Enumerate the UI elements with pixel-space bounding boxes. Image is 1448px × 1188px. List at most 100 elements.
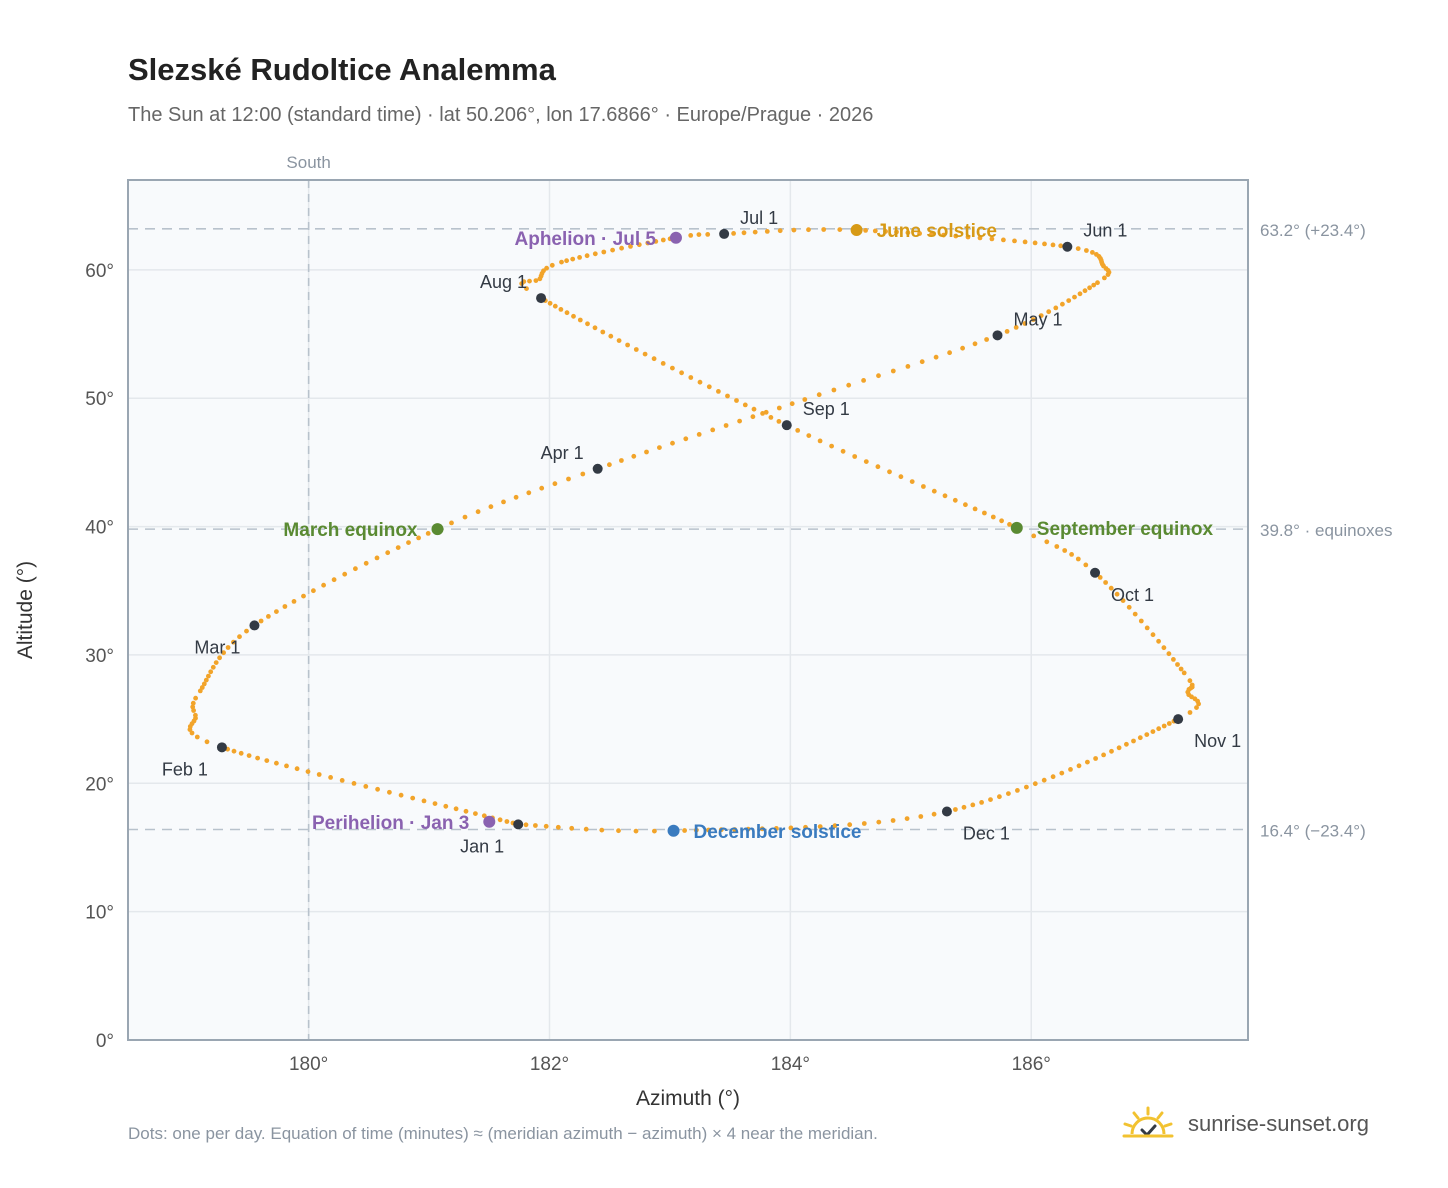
daily-dot [301, 593, 306, 599]
daily-dot [816, 392, 822, 398]
daily-dot [977, 235, 983, 241]
y-tick-label: 50° [85, 389, 114, 410]
daily-dot [1132, 611, 1138, 617]
y-tick-label: 0° [96, 1031, 114, 1052]
daily-dot [633, 828, 639, 834]
month-marker [1173, 714, 1184, 725]
daily-dot [999, 518, 1004, 524]
daily-dot [725, 393, 730, 399]
daily-dot [1066, 298, 1072, 303]
brand-name: sunrise-sunset.org [1188, 1111, 1369, 1136]
daily-dot [564, 258, 569, 264]
daily-dot [231, 639, 236, 645]
daily-dot [406, 540, 411, 545]
daily-dot [616, 338, 622, 343]
event-marker [483, 815, 496, 828]
daily-dot [1187, 710, 1193, 715]
daily-dot [577, 255, 582, 260]
daily-dot [837, 227, 843, 233]
daily-dot [1042, 241, 1047, 247]
event-label: Aphelion · Jul 5 [515, 229, 657, 250]
month-marker [992, 330, 1003, 341]
daily-dot [706, 827, 711, 833]
daily-dot [737, 418, 742, 424]
daily-dot [543, 823, 549, 829]
daily-dot [1161, 645, 1167, 651]
daily-dot [883, 229, 888, 234]
daily-dot [1156, 726, 1162, 732]
daily-dot [210, 664, 216, 670]
daily-dot [255, 755, 260, 761]
daily-dot [802, 397, 808, 402]
daily-dot [1114, 591, 1120, 597]
daily-dot [861, 378, 866, 383]
daily-dot [875, 464, 881, 470]
daily-dot [238, 750, 244, 756]
x-axis-title: Azimuth (°) [636, 1087, 740, 1110]
x-tick-label: 186° [1012, 1054, 1051, 1075]
daily-dot [1006, 791, 1011, 796]
reference-label: 16.4° (−23.4°) [1260, 821, 1366, 840]
month-label: Mar 1 [194, 637, 240, 657]
daily-dot [539, 485, 545, 491]
daily-dot [696, 232, 702, 238]
daily-dot [1131, 738, 1136, 744]
daily-dot [625, 342, 630, 348]
daily-dot [1126, 604, 1132, 610]
daily-dot [696, 432, 702, 437]
daily-dot [537, 276, 543, 282]
daily-dot [1187, 678, 1193, 684]
daily-dot [876, 819, 882, 825]
daily-dot [584, 253, 590, 259]
daily-dot [1050, 242, 1056, 248]
daily-dot [931, 811, 937, 817]
month-marker [536, 293, 547, 304]
daily-dot [608, 333, 614, 339]
daily-dot [1004, 329, 1010, 334]
daily-dot [552, 303, 558, 309]
month-label: Sep 1 [803, 399, 850, 419]
daily-dot [1091, 282, 1097, 288]
daily-dot [831, 387, 837, 393]
daily-dot [244, 628, 249, 634]
daily-dot [1094, 252, 1099, 257]
daily-dot [633, 347, 639, 352]
daily-dot [803, 824, 808, 830]
daily-dot [863, 228, 868, 233]
daily-dot [204, 739, 210, 745]
daily-dot [1087, 285, 1092, 291]
daily-dot [953, 233, 959, 239]
daily-dot [732, 827, 737, 832]
month-marker [719, 228, 730, 239]
daily-dot [387, 789, 392, 795]
daily-dot [616, 828, 621, 834]
daily-dot [1030, 317, 1036, 322]
daily-dot [193, 712, 198, 718]
brand-logo[interactable]: sunrise-sunset.org [1120, 1100, 1369, 1148]
daily-dot [533, 823, 538, 828]
daily-dot [1082, 288, 1088, 294]
daily-dot [741, 230, 747, 236]
x-tick-label: 182° [530, 1054, 569, 1075]
month-label: Nov 1 [1194, 731, 1241, 751]
daily-dot [193, 695, 199, 701]
event-marker [431, 523, 444, 536]
daily-dot [829, 443, 834, 449]
daily-dot [644, 449, 649, 455]
daily-dot [1001, 237, 1006, 243]
month-marker [249, 620, 260, 631]
daily-dot [600, 329, 606, 335]
daily-dot [679, 370, 684, 376]
analemma-path [187, 227, 1201, 834]
daily-dot [651, 356, 657, 362]
daily-dot [398, 792, 404, 798]
daily-dot [751, 406, 757, 412]
event-marker [669, 231, 682, 244]
daily-dot [547, 300, 553, 306]
y-tick-label: 30° [85, 646, 114, 667]
month-label: Dec 1 [963, 824, 1010, 844]
daily-dot [571, 313, 576, 319]
daily-dot [660, 361, 666, 366]
daily-dot [570, 256, 576, 262]
daily-dot [1007, 522, 1012, 527]
